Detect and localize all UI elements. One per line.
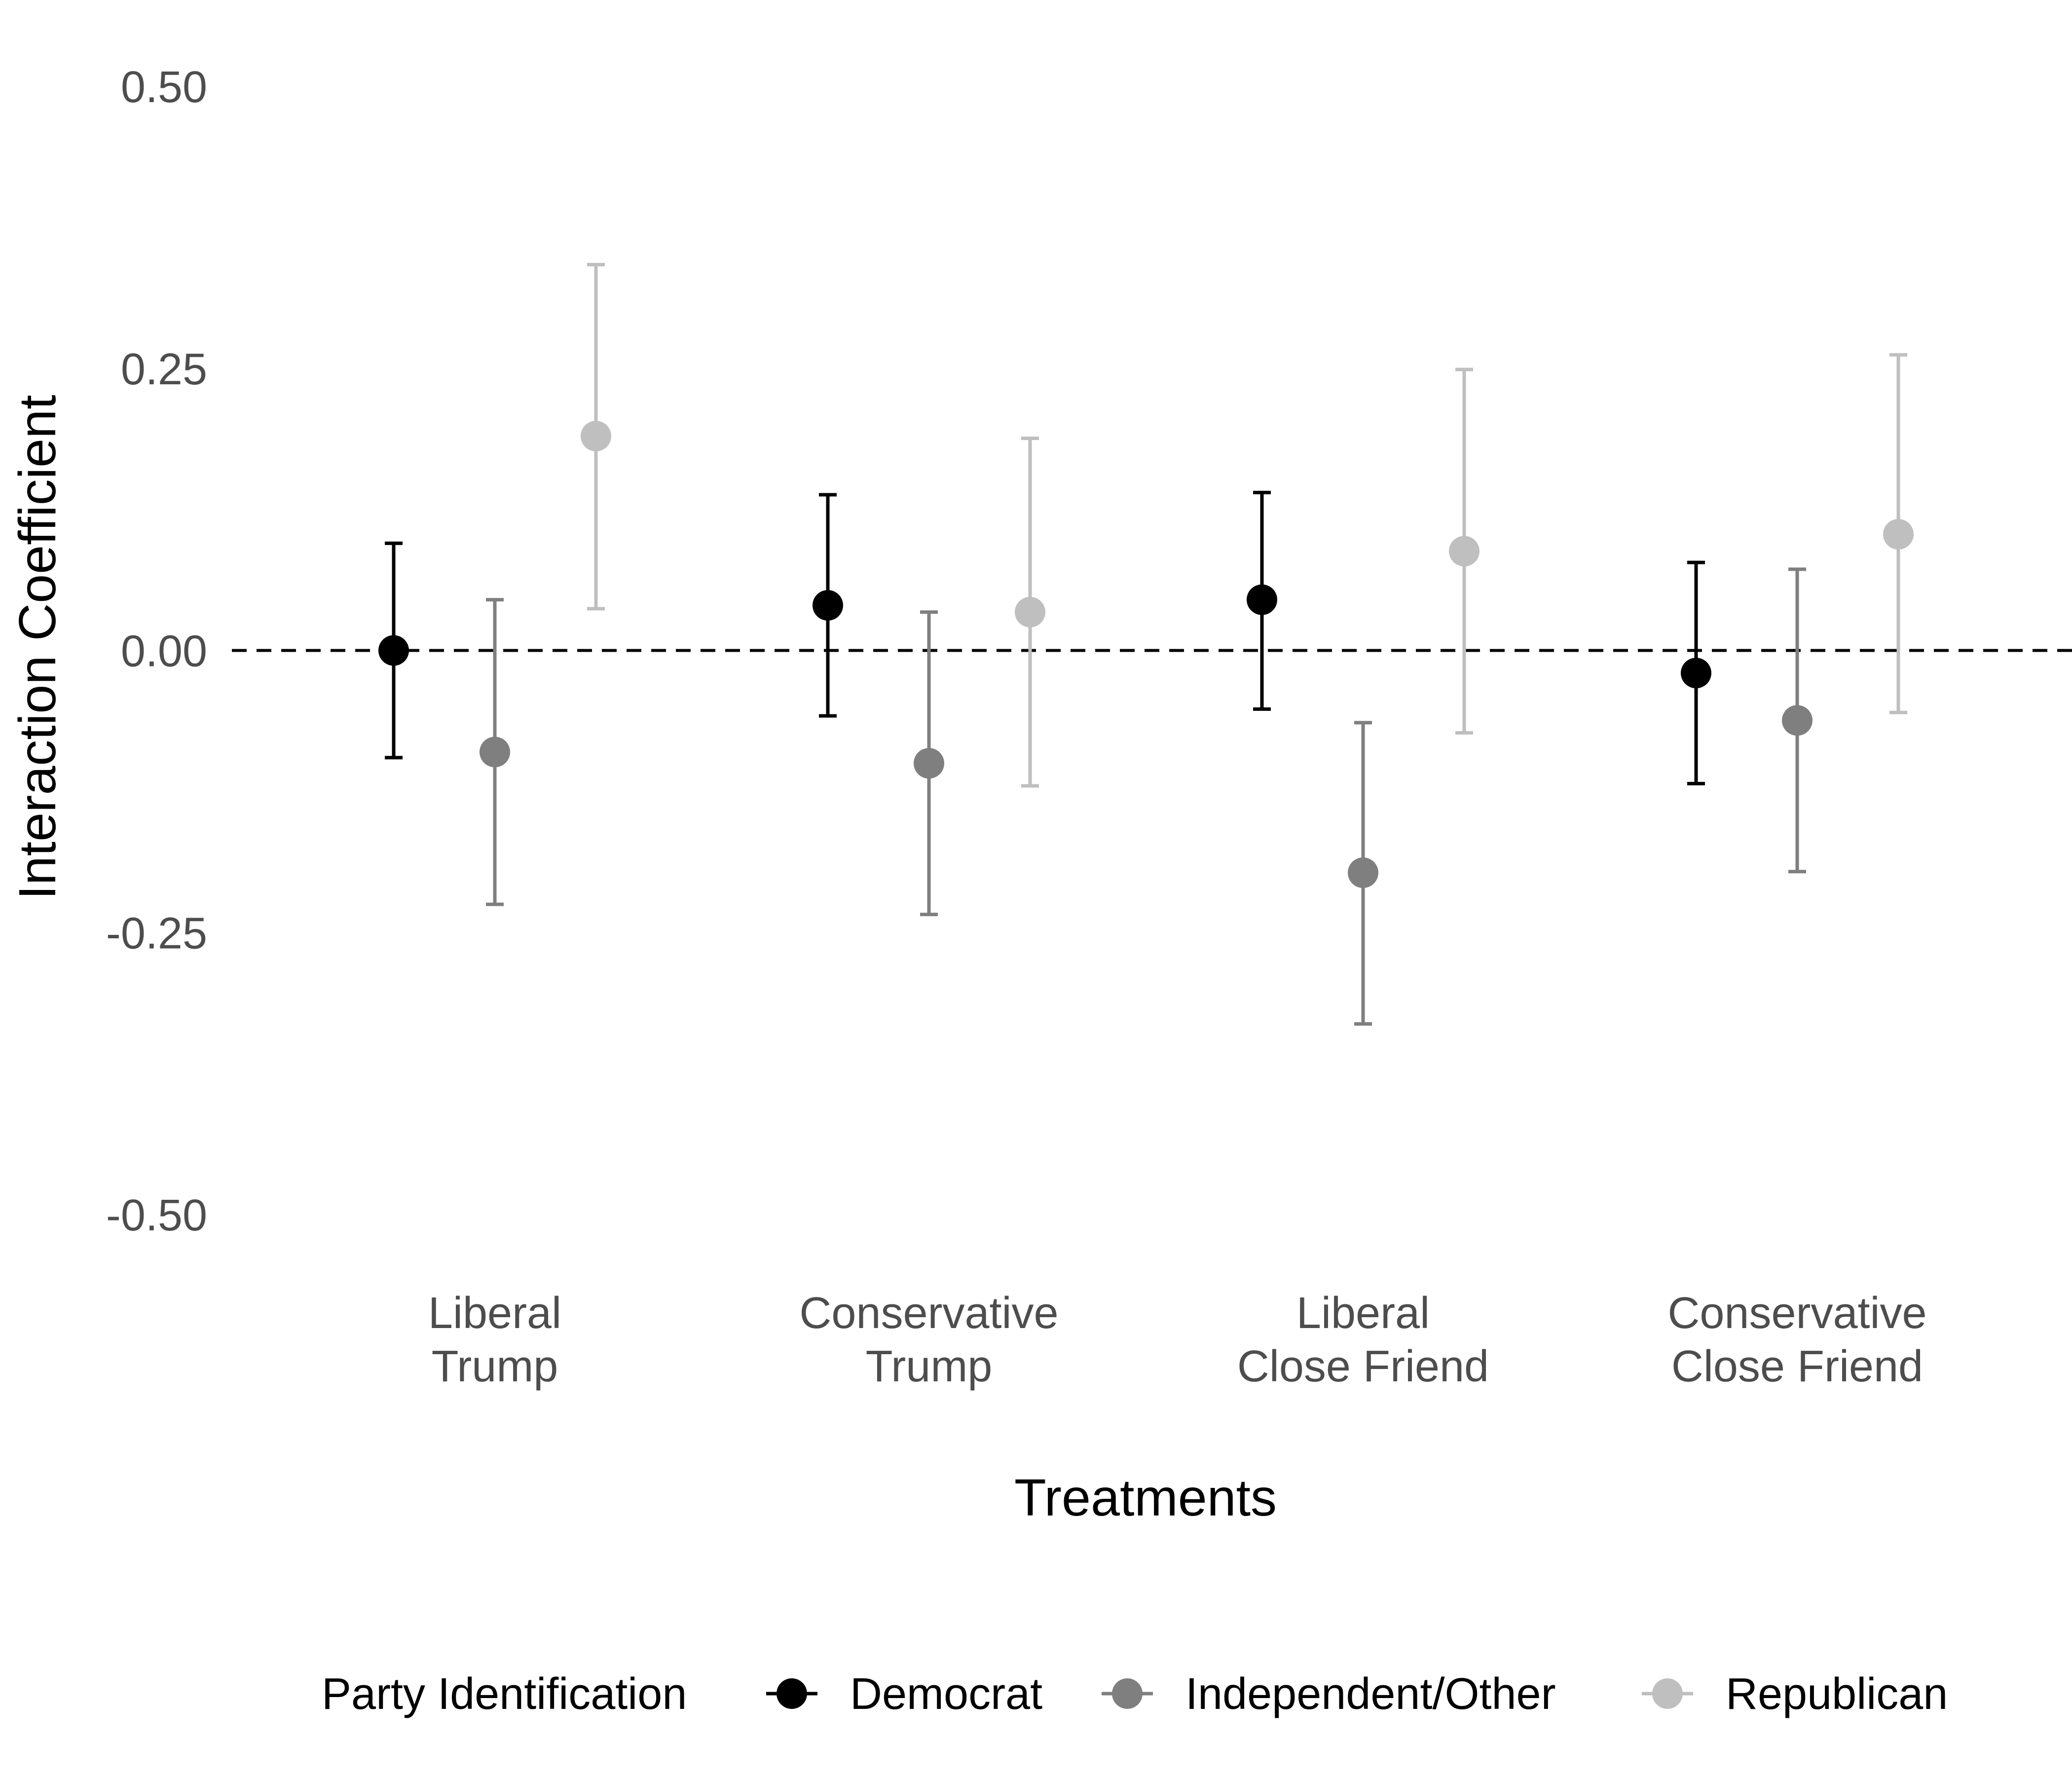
legend-key-point [1652, 1678, 1683, 1709]
x-tick-label: Liberal Trump [428, 1289, 561, 1391]
y-tick-label: 0.25 [121, 345, 207, 394]
y-axis-tick-labels: 0.50 0.25 0.00 -0.25 -0.50 [106, 63, 207, 1240]
x-tick-label: Conservative Trump [799, 1289, 1058, 1391]
legend-label: Republican [1726, 1669, 1948, 1719]
series-independent-other [480, 567, 1813, 1026]
x-tick-label-line: Liberal [428, 1289, 561, 1338]
data-point [378, 635, 409, 666]
data-point [480, 737, 510, 768]
data-point [813, 590, 843, 621]
x-tick-label-line: Trump [432, 1342, 558, 1391]
legend-title: Party Identification [322, 1669, 687, 1719]
y-tick-label: -0.50 [106, 1191, 207, 1240]
data-point [1449, 536, 1480, 567]
y-tick-label: -0.25 [106, 909, 207, 958]
data-point [1348, 857, 1378, 888]
y-axis-title: Interaction Coefficient [8, 395, 67, 899]
x-tick-label-line: Conservative [1667, 1289, 1926, 1338]
x-tick-label-line: Close Friend [1237, 1342, 1489, 1391]
series-republican [581, 262, 1914, 788]
series-layer [378, 262, 1914, 1026]
x-tick-label: Conservative Close Friend [1667, 1289, 1926, 1391]
legend: Party Identification Democrat Independent… [322, 1669, 1948, 1719]
x-tick-label-line: Trump [866, 1342, 993, 1391]
data-point [1883, 518, 1914, 550]
data-point [1782, 705, 1813, 736]
legend-item-democrat: Democrat [766, 1669, 1042, 1719]
legend-key-point [1112, 1678, 1143, 1709]
x-tick-label-line: Liberal [1296, 1289, 1430, 1338]
data-point [1247, 584, 1277, 615]
data-point [1681, 658, 1711, 689]
legend-label: Independent/Other [1185, 1669, 1556, 1719]
data-point [1015, 596, 1045, 628]
x-axis-title: Treatments [1014, 1469, 1277, 1527]
y-tick-label: 0.50 [121, 63, 207, 112]
data-point [581, 420, 611, 451]
legend-items: Democrat Independent/Other Republican [766, 1669, 1948, 1719]
legend-item-independent-other: Independent/Other [1102, 1669, 1556, 1719]
x-tick-label: Liberal Close Friend [1237, 1289, 1489, 1391]
series-democrat [378, 490, 1711, 785]
x-tick-label-line: Conservative [799, 1289, 1058, 1338]
x-tick-label-line: Close Friend [1671, 1342, 1923, 1391]
legend-key-point [777, 1678, 807, 1709]
data-point [914, 748, 944, 779]
legend-item-republican: Republican [1642, 1669, 1948, 1719]
y-tick-label: 0.00 [121, 627, 207, 676]
legend-label: Democrat [850, 1669, 1042, 1719]
